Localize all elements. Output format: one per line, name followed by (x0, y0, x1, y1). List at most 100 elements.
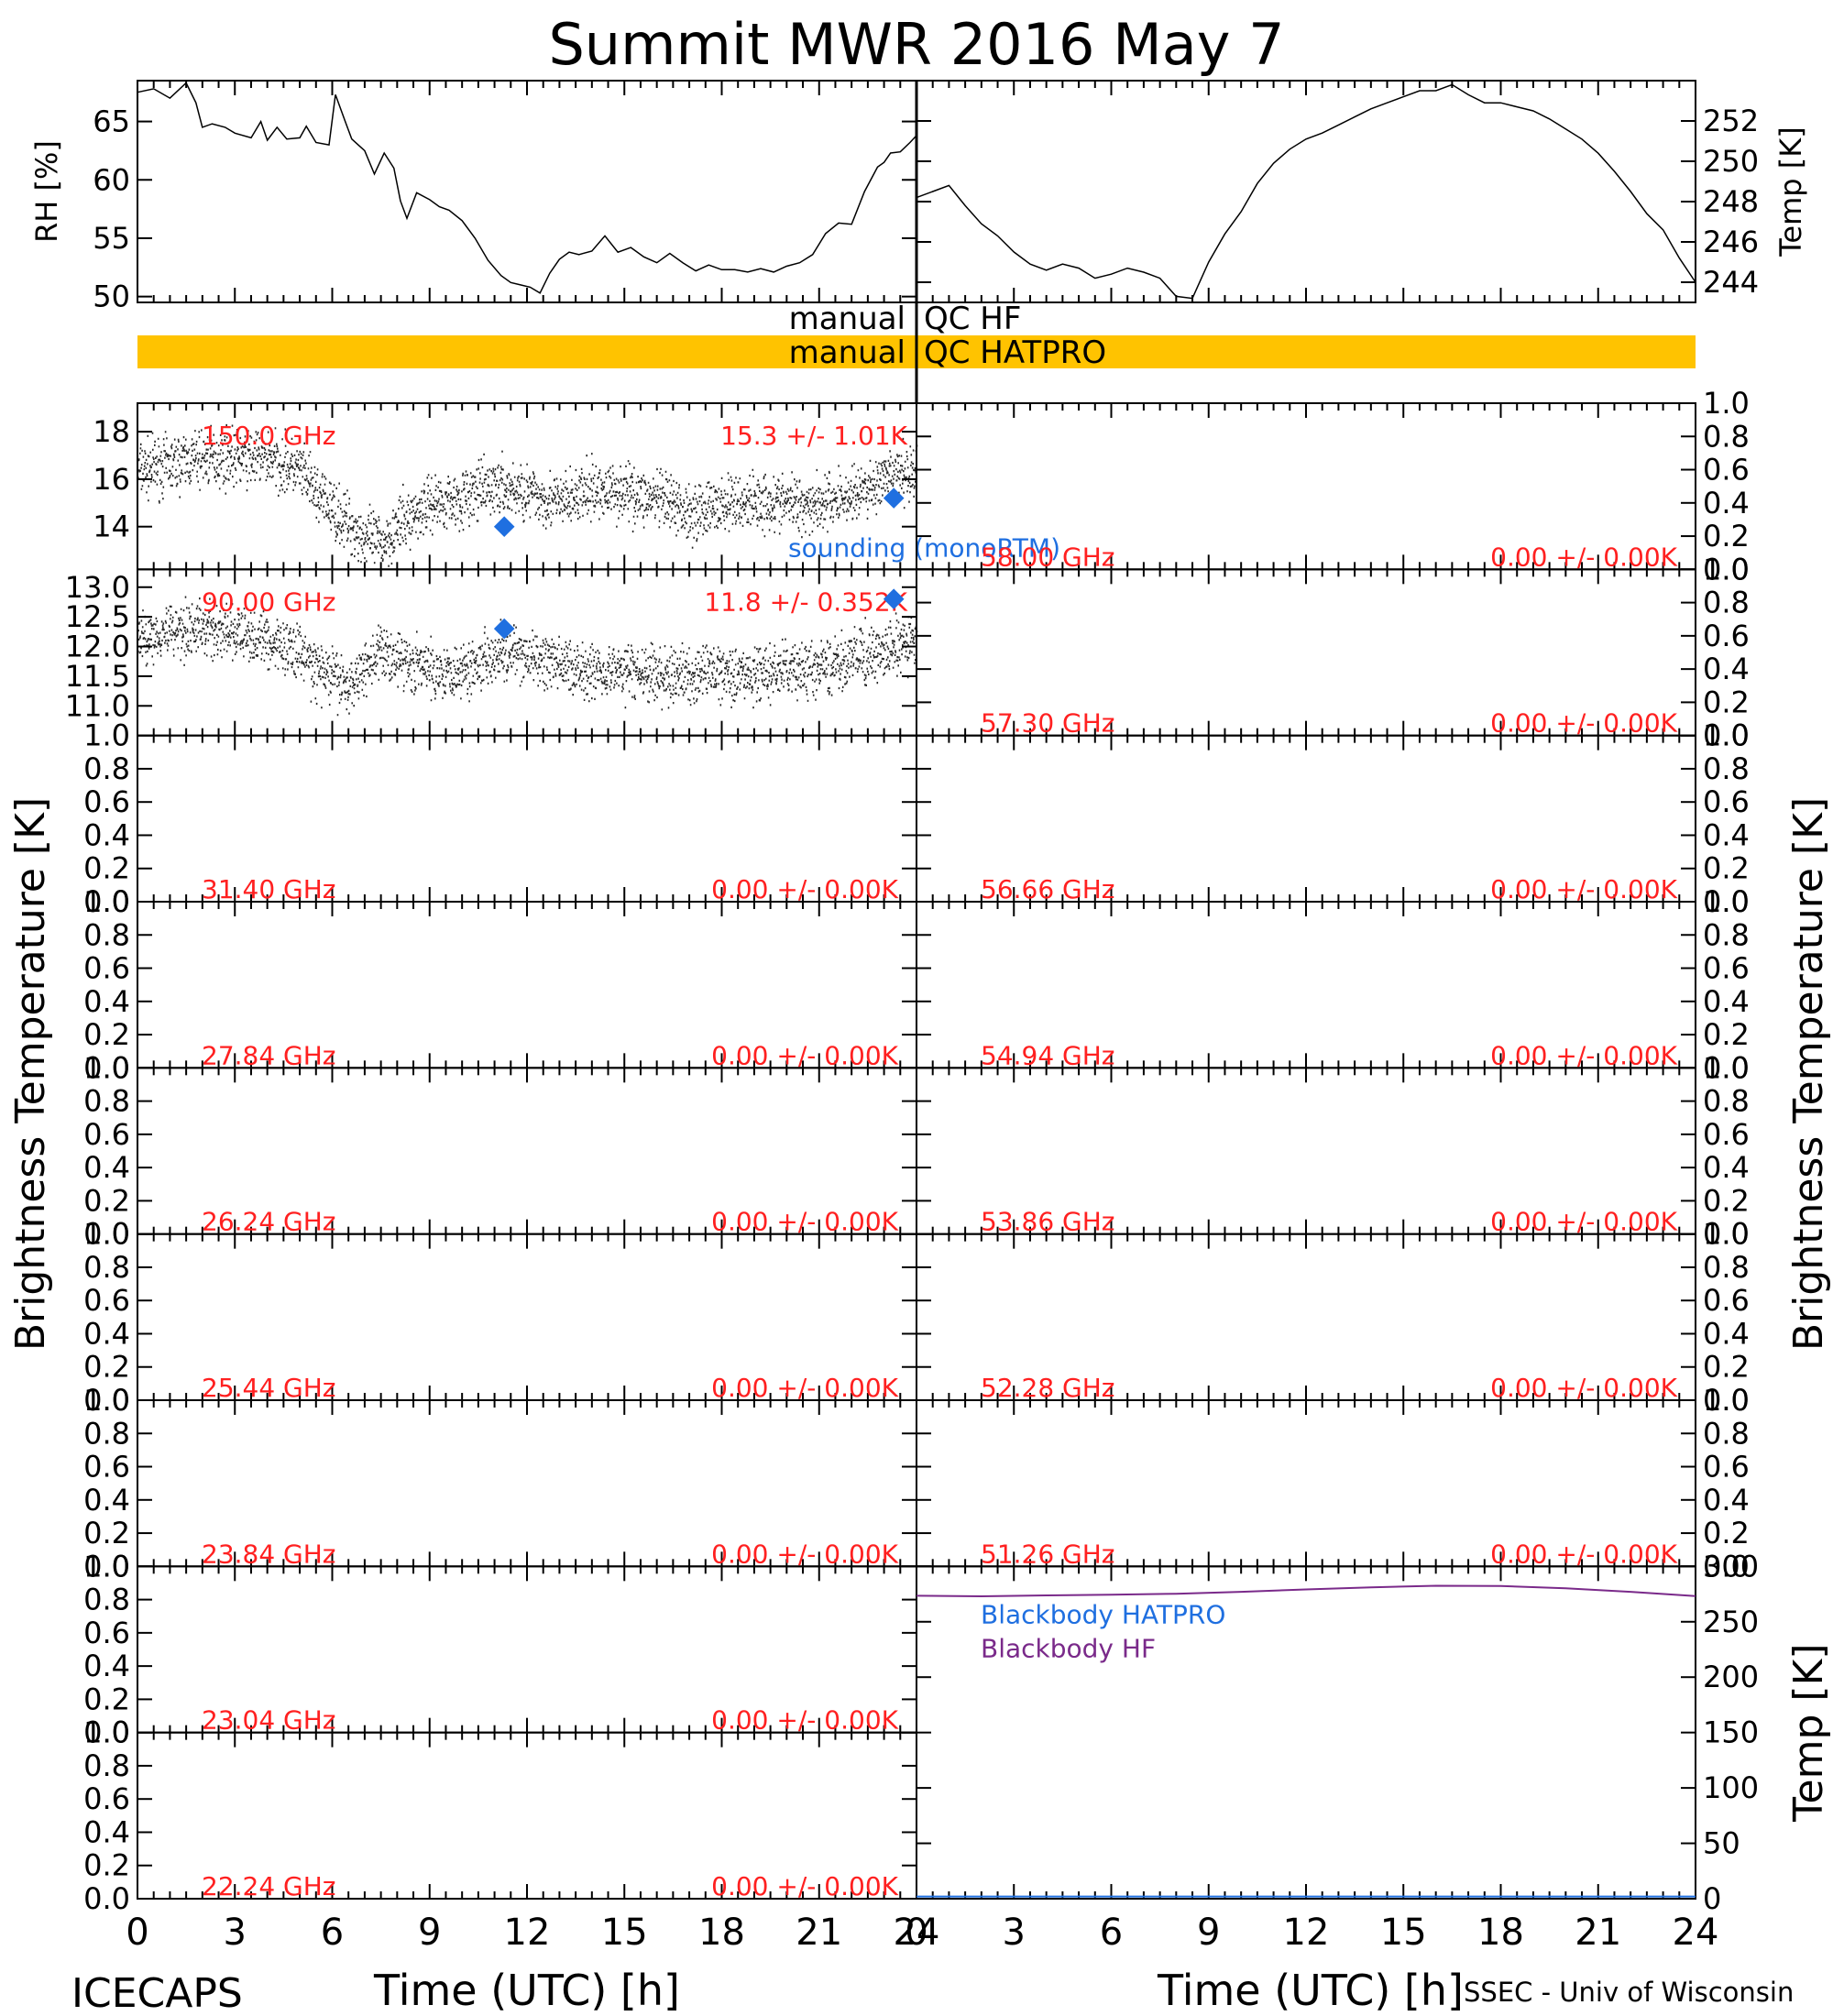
right-panel-2-y-tick-label: 0.8 (1703, 751, 1750, 786)
left-panel-8-y-tick-label: 1.0 (83, 1715, 130, 1750)
right-panel-5-y-tick-label: 1.0 (1703, 1217, 1750, 1252)
left-panel-1-channel-label: 90.00 GHz (202, 586, 336, 617)
right-panel-3-y-tick-label: 1.0 (1703, 884, 1750, 919)
left-panel-6-channel-label: 23.84 GHz (202, 1539, 336, 1569)
left-panel-8-x-tick-label: 0 (126, 1912, 148, 1954)
rh-panel-y-tick-label: 55 (93, 221, 130, 256)
right-panel-5-y-tick-label: 0.6 (1703, 1283, 1750, 1318)
left-panel-1-data-points (137, 596, 918, 717)
right-panel-4-y-tick-label: 0.2 (1703, 1183, 1750, 1218)
right-panel-0-stat-label: 0.00 +/- 0.00K (1490, 542, 1677, 572)
right-panel-6-y-tick-label: 1.0 (1703, 1383, 1750, 1418)
right-panel-5-channel-label: 52.28 GHz (981, 1373, 1115, 1403)
right-panel-6-channel-label: 51.26 GHz (981, 1539, 1115, 1569)
left-panel-2-channel-label: 31.40 GHz (202, 874, 336, 904)
left-panel-8-x-tick-label: 9 (418, 1912, 441, 1954)
left-panel-0-y-tick-label: 18 (93, 414, 130, 449)
left-panel-3-stat-label: 0.00 +/- 0.00K (711, 1040, 898, 1070)
right-panel-1-y-tick-label: 0.6 (1703, 619, 1750, 653)
right-panel-2-y-tick-label: 0.6 (1703, 784, 1750, 819)
blackbody-panel-y-tick-label: 150 (1703, 1715, 1759, 1750)
left-panel-8-x-tick-label: 12 (504, 1912, 551, 1954)
left-panel-3-y-tick-label: 1.0 (83, 884, 130, 919)
footer-left: ICECAPS (71, 1970, 243, 2016)
left-panel-4-channel-label: 26.24 GHz (202, 1207, 336, 1237)
left-panel-3-y-tick-label: 0.4 (83, 984, 130, 1019)
qc-hatpro-label-left: manual (789, 334, 906, 371)
left-panel-1-y-tick-label: 12.0 (65, 630, 130, 664)
chart-title: Summit MWR 2016 May 7 (548, 11, 1284, 78)
left-panel-1-y-tick-label: 11.0 (65, 688, 130, 723)
footer-right: SSEC - Univ of Wisconsin (1464, 1977, 1794, 2008)
left-panel-6-y-tick-label: 0.2 (83, 1516, 130, 1550)
blackbody-panel-x-tick-label: 6 (1100, 1912, 1123, 1954)
left-panel-0-sounding-point (493, 516, 515, 538)
left-panel-2-y-tick-label: 0.4 (83, 817, 130, 852)
left-panel-7-y-tick-label: 0.8 (83, 1583, 130, 1617)
right-panel-4-y-tick-label: 0.4 (1703, 1150, 1750, 1185)
left-panel-7-y-tick-label: 0.0 (83, 1715, 130, 1750)
left-panel-8-y-tick-label: 0.0 (83, 1881, 130, 1916)
left-panel-7-y-tick-label: 0.2 (83, 1682, 130, 1716)
left-panel-6-stat-label: 0.00 +/- 0.00K (711, 1539, 898, 1569)
right-panel-2-y-tick-label: 1.0 (1703, 718, 1750, 753)
left-panel-5-y-tick-label: 0.6 (83, 1283, 130, 1318)
right-panel-4-channel-label: 53.86 GHz (981, 1207, 1115, 1237)
left-panel-5-y-tick-label: 0.4 (83, 1316, 130, 1351)
left-time-axis-label: Time (UTC) [h] (373, 1966, 680, 2015)
left-panel-5-y-tick-label: 0.8 (83, 1250, 130, 1285)
qc-hatpro-label-right: QC HATPRO (924, 334, 1106, 371)
left-panel-1-y-tick-label: 11.5 (65, 659, 130, 694)
left-panel-5-channel-label: 25.44 GHz (202, 1373, 336, 1403)
left-panel-1-y-tick-label: 12.5 (65, 599, 130, 634)
blackbody-panel-y-tick-label: 300 (1703, 1549, 1759, 1583)
left-panel-7-y-tick-label: 0.4 (83, 1649, 130, 1683)
left-panel-8-x-tick-label: 3 (224, 1912, 247, 1954)
right-panel-1-y-tick-label: 0.0 (1703, 718, 1750, 753)
rh-panel-y-tick-label: 50 (93, 279, 130, 314)
right-panel-4-y-tick-label: 0.0 (1703, 1217, 1750, 1252)
right-panel-5-y-tick-label: 0.0 (1703, 1383, 1750, 1418)
blackbody-panel-x-tick-label: 0 (905, 1912, 927, 1954)
left-panel-8-x-tick-label: 15 (601, 1912, 648, 1954)
temp-axis-label: Temp [K] (1773, 126, 1808, 257)
left-panel-6-y-tick-label: 0.4 (83, 1483, 130, 1517)
left-panel-1-y-tick-label: 13.0 (65, 570, 130, 605)
left-panel-1-scatter-path (137, 596, 918, 717)
blackbody-panel-y-tick-label: 50 (1703, 1826, 1740, 1861)
left-panel-2-y-tick-label: 0.8 (83, 751, 130, 786)
right-panel-0-y-tick-label: 0.2 (1703, 519, 1750, 553)
right-panel-6-y-tick-label: 0.4 (1703, 1483, 1750, 1517)
right-panel-2-y-tick-label: 0.0 (1703, 884, 1750, 919)
right-panel-3-y-tick-label: 0.6 (1703, 951, 1750, 986)
left-panel-1-sounding-point (493, 618, 515, 640)
right-panel-4-stat-label: 0.00 +/- 0.00K (1490, 1207, 1677, 1237)
rh-series-line (137, 82, 917, 294)
left-panel-8-y-tick-label: 0.6 (83, 1781, 130, 1816)
blackbody-panel-y-tick-label: 100 (1703, 1770, 1759, 1805)
left-panel-4-y-tick-label: 0.6 (83, 1117, 130, 1152)
left-panel-0-channel-label: 150.0 GHz (202, 421, 336, 451)
left-panel-4-stat-label: 0.00 +/- 0.00K (711, 1207, 898, 1237)
blackbody-panel-x-tick-label: 3 (1003, 1912, 1026, 1954)
blackbody-panel-x-tick-label: 9 (1197, 1912, 1220, 1954)
left-panel-8-y-tick-label: 0.2 (83, 1848, 130, 1883)
left-panel-5-stat-label: 0.00 +/- 0.00K (711, 1373, 898, 1403)
blackbody-panel-y-tick-label: 250 (1703, 1605, 1759, 1639)
left-panel-2-y-tick-label: 0.0 (83, 884, 130, 919)
left-panel-2-stat-label: 0.00 +/- 0.00K (711, 874, 898, 904)
left-panel-4-y-tick-label: 0.2 (83, 1183, 130, 1218)
qc-hf-label-right: QC HF (924, 301, 1021, 337)
left-panel-7-y-tick-label: 1.0 (83, 1549, 130, 1583)
left-panel-0-sounding-point (883, 488, 905, 509)
left-panel-5-y-tick-label: 0.2 (83, 1350, 130, 1385)
right-panel-6-y-tick-label: 0.6 (1703, 1450, 1750, 1485)
temp-panel-y-tick-label: 248 (1703, 184, 1759, 219)
blackbody-panel-y-tick-label: 200 (1703, 1660, 1759, 1694)
left-panel-6-y-tick-label: 0.0 (83, 1549, 130, 1583)
right-panel-3-y-tick-label: 0.0 (1703, 1050, 1750, 1085)
right-side-label: Brightness Temperature [K] (1785, 797, 1832, 1351)
right-panel-2-y-tick-label: 0.2 (1703, 851, 1750, 886)
right-panel-1-channel-label: 57.30 GHz (981, 708, 1115, 739)
right-panel-6-y-tick-label: 0.2 (1703, 1516, 1750, 1550)
